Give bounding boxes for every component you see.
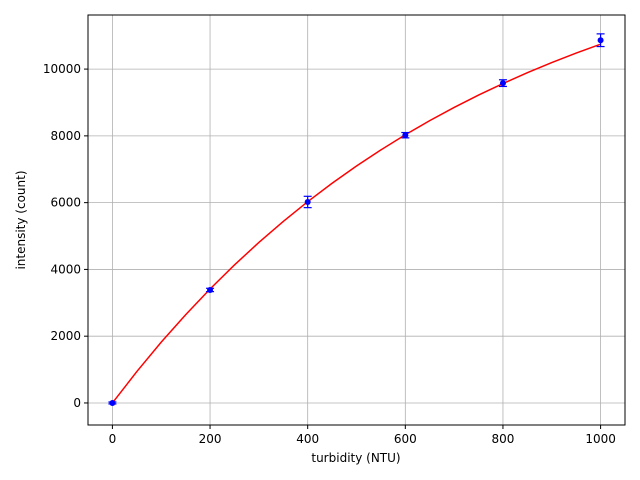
x-tick-label: 600	[394, 432, 417, 446]
x-tick-label: 200	[199, 432, 222, 446]
y-tick-label: 6000	[50, 196, 81, 210]
x-axis-label: turbidity (NTU)	[311, 451, 400, 465]
point	[597, 37, 604, 44]
point	[109, 399, 116, 406]
y-tick-label: 8000	[50, 129, 81, 143]
plot-frame	[87, 14, 626, 426]
point	[402, 132, 409, 139]
fit-line	[111, 43, 601, 404]
point	[499, 80, 506, 87]
x-tick-label: 1000	[585, 432, 616, 446]
y-tick-label: 10000	[43, 62, 81, 76]
y-axis-label: intensity (count)	[14, 170, 28, 269]
x-tick-label: 0	[109, 432, 117, 446]
point	[207, 286, 214, 293]
x-tick-label: 400	[296, 432, 319, 446]
point	[304, 198, 311, 205]
y-tick-label: 2000	[50, 329, 81, 343]
x-tick-label: 800	[492, 432, 515, 446]
y-tick-label: 4000	[50, 262, 81, 276]
y-tick-label: 0	[73, 396, 81, 410]
